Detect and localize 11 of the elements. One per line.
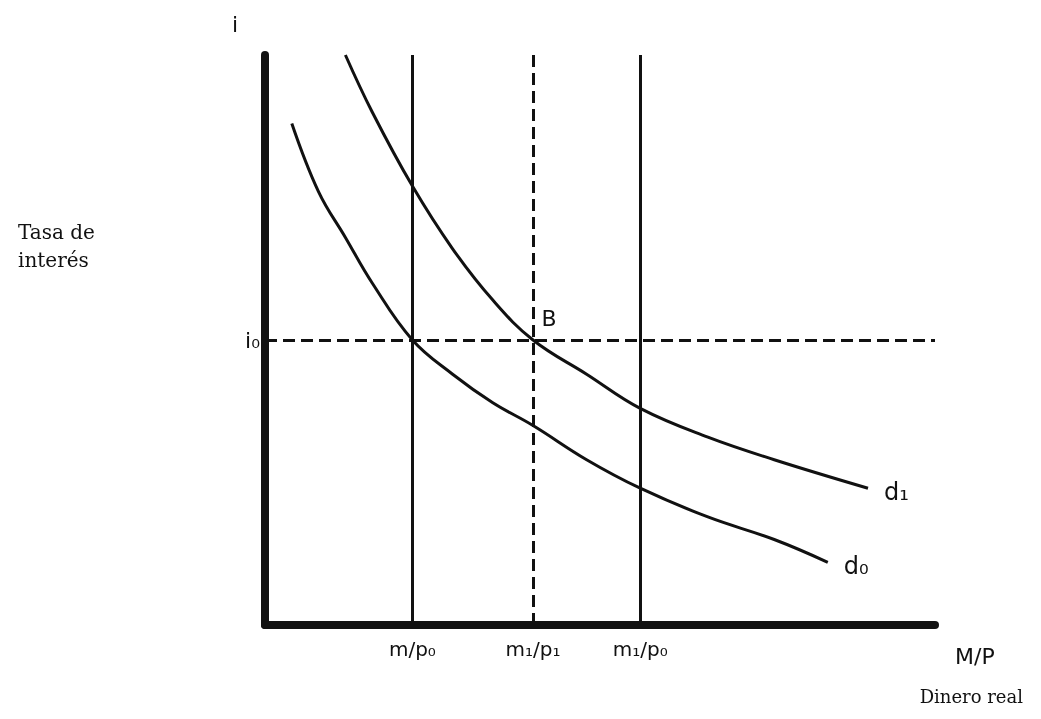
annotation: B [541,306,557,331]
ref-line-label: i₀ [245,327,261,353]
x-axis-title: M/P [955,643,995,669]
y-axis-title: i [231,11,239,37]
x-tick-label: m/p₀ [388,637,436,661]
x-tick-label: m₁/p₁ [505,637,561,661]
series-label: d₀ [843,552,869,581]
series-label: d₁ [884,478,909,507]
text: Tasa de interés [18,220,95,272]
x-tick-label: m₁/p₀ [612,637,668,661]
text: Dinero real [919,685,1024,707]
